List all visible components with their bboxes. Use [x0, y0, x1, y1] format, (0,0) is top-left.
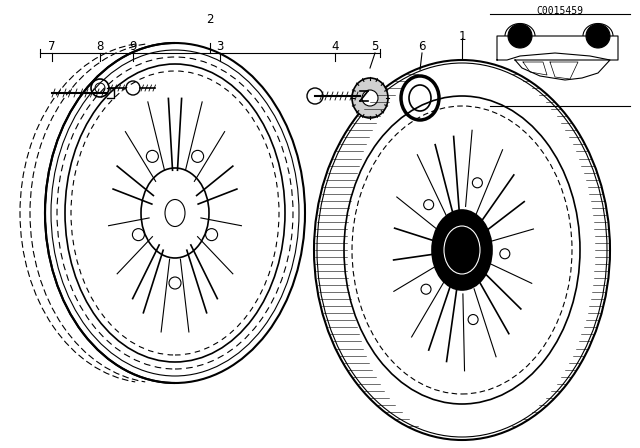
Text: C0015459: C0015459 [536, 6, 584, 16]
Text: 3: 3 [216, 40, 224, 53]
Text: 6: 6 [419, 40, 426, 53]
Ellipse shape [432, 210, 492, 290]
Text: 1: 1 [458, 30, 466, 43]
Ellipse shape [141, 168, 209, 258]
Ellipse shape [344, 96, 580, 404]
Circle shape [508, 24, 532, 48]
Text: 8: 8 [96, 40, 104, 53]
Text: 9: 9 [129, 40, 137, 53]
Text: 2: 2 [206, 13, 214, 26]
Text: 4: 4 [332, 40, 339, 53]
Text: 7: 7 [48, 40, 56, 53]
Text: 5: 5 [371, 40, 379, 53]
Circle shape [586, 24, 610, 48]
Ellipse shape [352, 78, 388, 118]
Circle shape [362, 90, 378, 106]
